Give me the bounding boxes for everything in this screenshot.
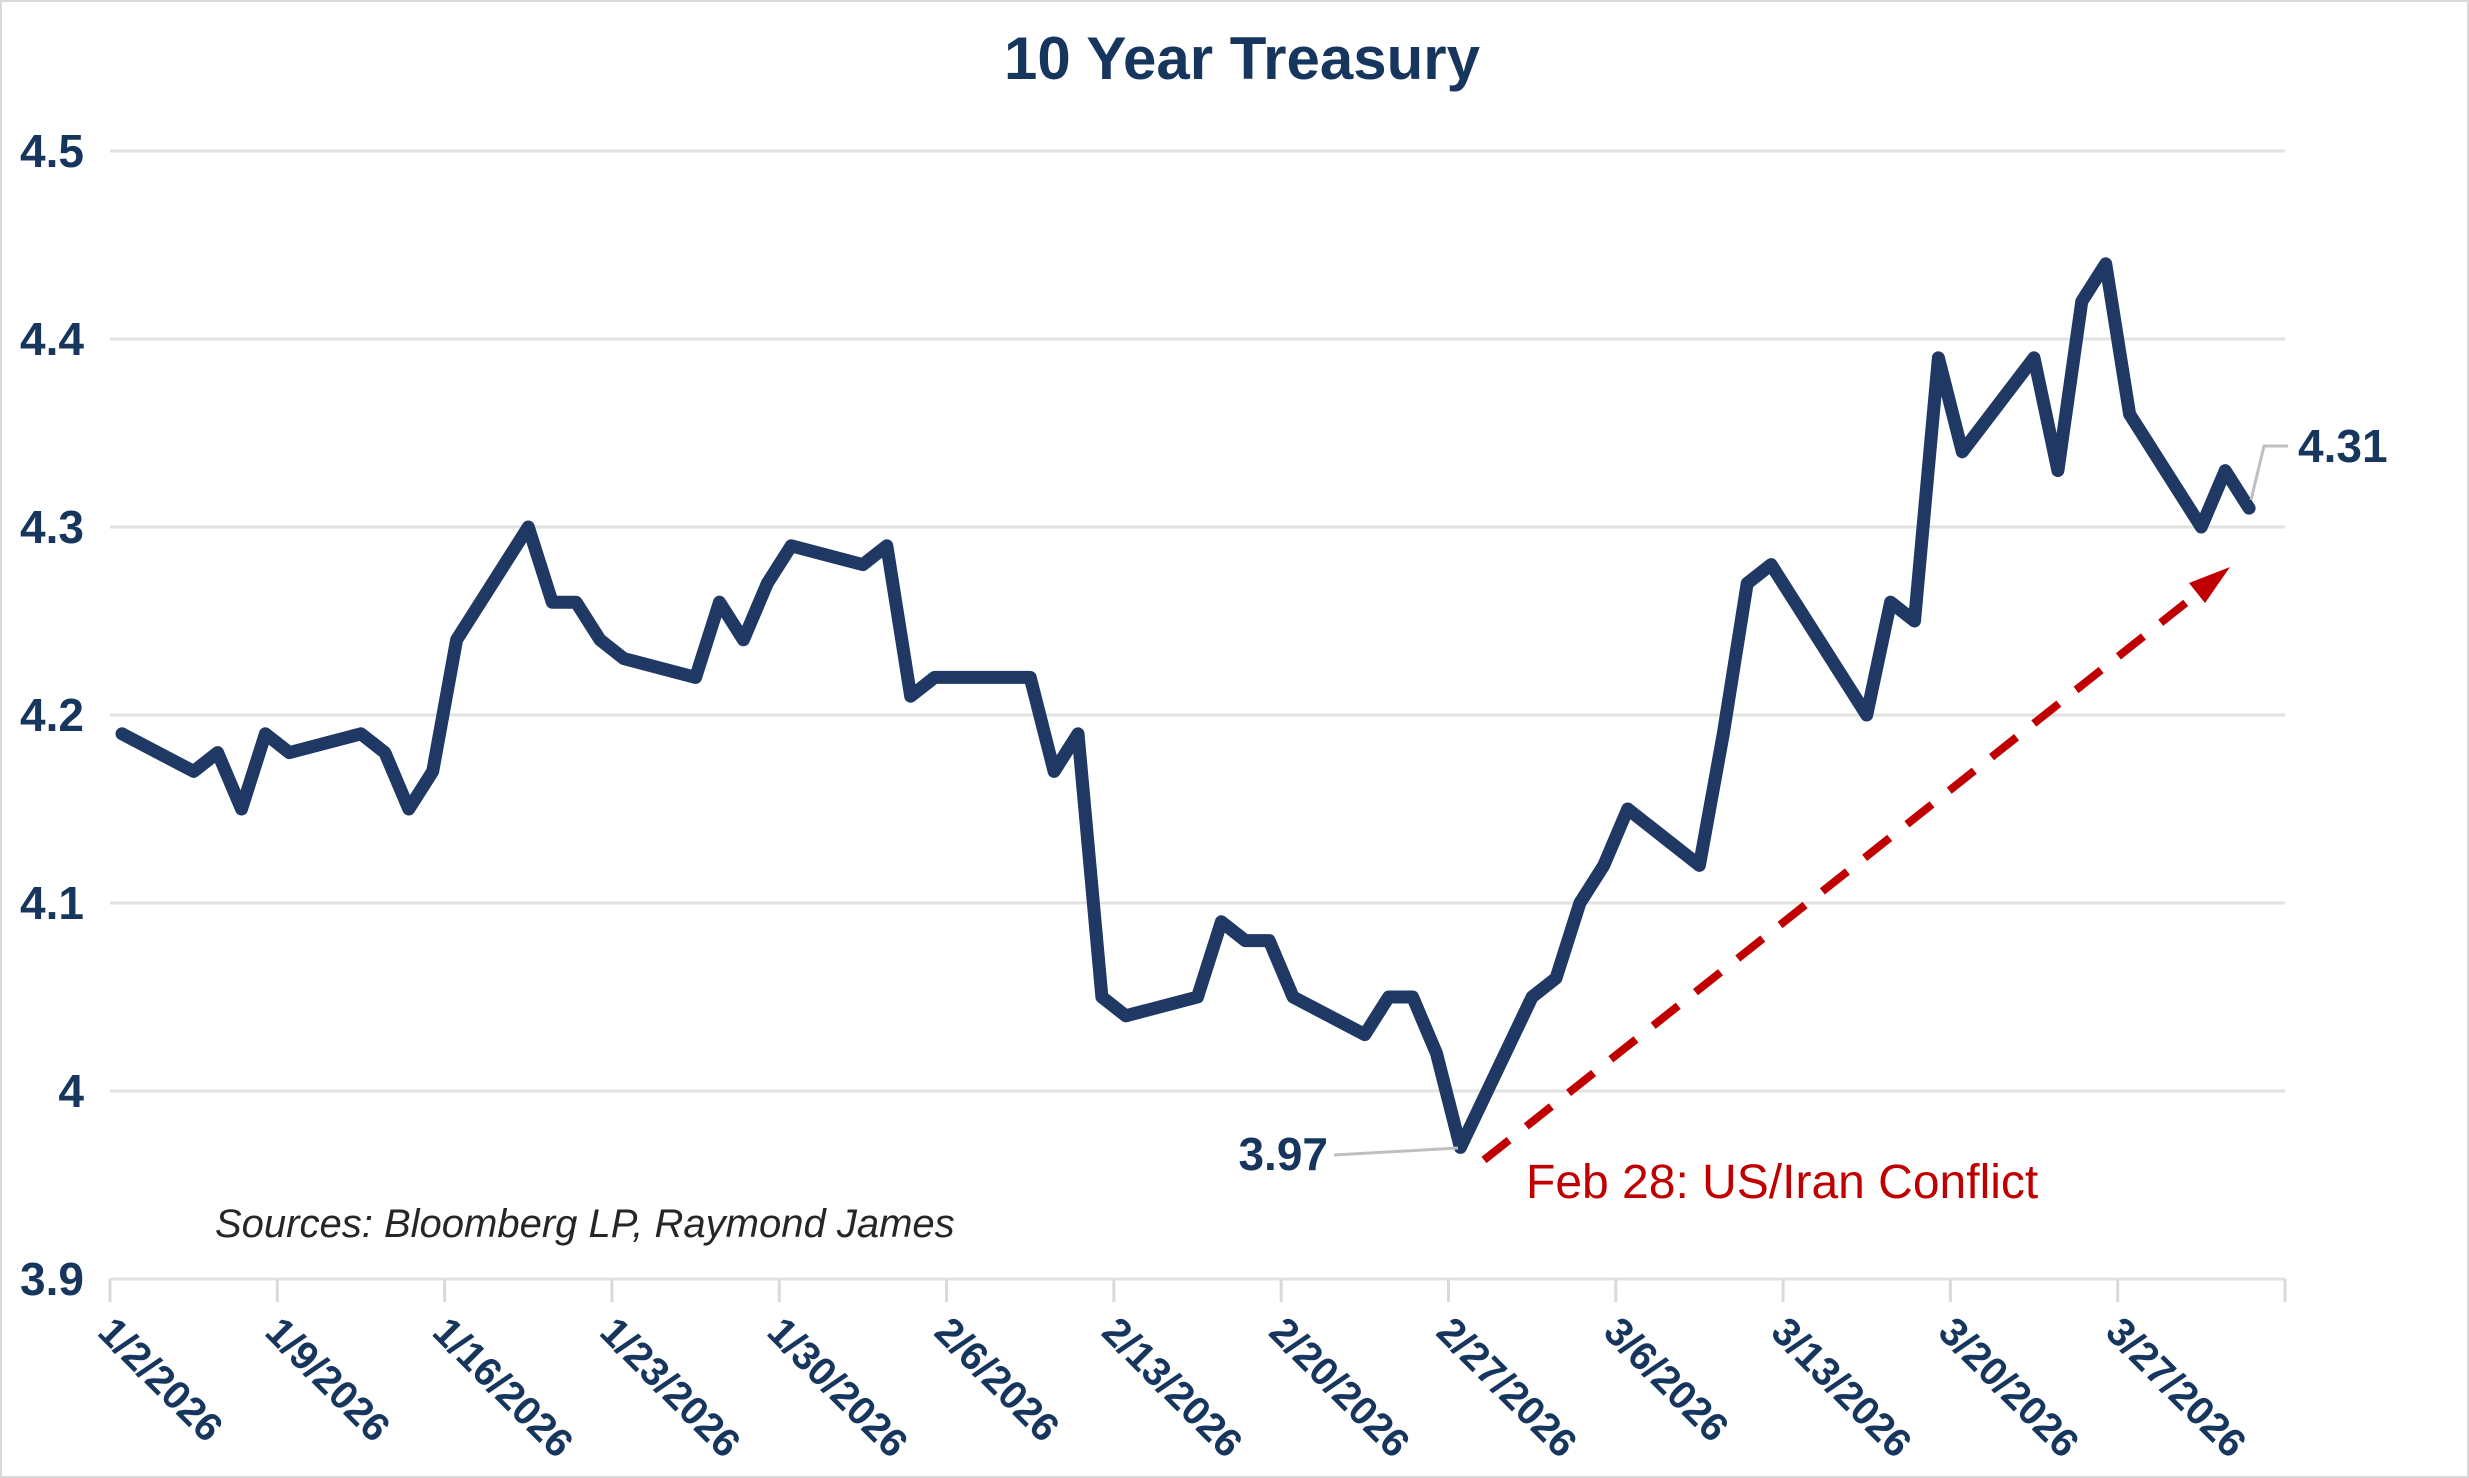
x-axis-label: 2/6/2026 — [926, 1309, 1067, 1450]
x-axis-label: 2/20/2026 — [1261, 1309, 1418, 1466]
x-axis-label: 1/30/2026 — [759, 1309, 916, 1466]
sources-note: Sources: Bloomberg LP, Raymond James — [215, 1202, 955, 1246]
x-axis-label: 1/16/2026 — [424, 1309, 581, 1466]
event-arrow-head-icon — [2189, 567, 2230, 603]
event-arrow-line — [1481, 582, 2210, 1164]
x-ticks-group — [108, 1279, 2287, 1302]
series-line-group — [115, 257, 2256, 1154]
y-axis-label: 4.4 — [20, 313, 84, 365]
x-axis-label: 1/2/2026 — [90, 1309, 231, 1450]
chart-title: 10 Year Treasury — [1004, 25, 1480, 92]
x-axis-label: 2/13/2026 — [1093, 1309, 1250, 1466]
x-axis-label: 1/23/2026 — [592, 1309, 749, 1466]
x-axis-label: 3/27/2026 — [2097, 1309, 2254, 1466]
y-axis-label: 3.9 — [20, 1253, 84, 1305]
end-leader-line — [2249, 444, 2288, 501]
min-leader-line — [1333, 1146, 1459, 1157]
x-axis-labels-group: 1/2/2026 1/9/2026 1/16/2026 1/23/2026 1/30/2… — [90, 1309, 2255, 1466]
y-axis-label: 4.2 — [20, 689, 84, 741]
x-axis-label: 3/20/2026 — [1930, 1309, 2087, 1466]
end-value-label: 4.31 — [2298, 420, 2388, 472]
x-axis-label: 3/13/2026 — [1763, 1309, 1920, 1466]
y-axis-labels-group: 4.5 4.4 4.3 4.2 4.1 4 3.9 — [20, 125, 84, 1305]
y-axis-label: 4 — [58, 1065, 84, 1117]
y-axis-label: 4.3 — [20, 501, 84, 553]
gridlines-group — [110, 149, 2285, 1281]
x-axis-label: 1/9/2026 — [257, 1309, 398, 1450]
treasury-yield-line — [115, 257, 2256, 1154]
x-axis-label: 2/27/2026 — [1428, 1309, 1585, 1466]
y-axis-label: 4.5 — [20, 125, 84, 177]
event-annotation-label: Feb 28: US/Iran Conflict — [1526, 1156, 2038, 1209]
y-axis-label: 4.1 — [20, 877, 84, 929]
min-value-label: 3.97 — [1238, 1128, 1328, 1180]
x-axis-label: 3/6/2026 — [1595, 1309, 1736, 1450]
